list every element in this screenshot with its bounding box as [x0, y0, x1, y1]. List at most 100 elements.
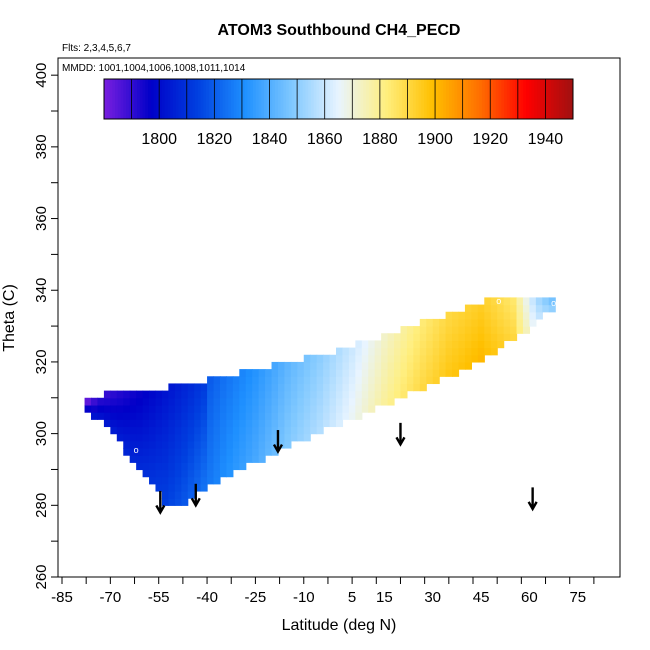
field-cell: [310, 419, 318, 428]
x-tick-label: -85: [51, 589, 73, 606]
field-cell: [149, 412, 157, 420]
colorbar-tick-label: 1840: [252, 131, 288, 148]
field-cell: [207, 476, 215, 485]
colorbar-swatch: [324, 79, 328, 119]
y-axis: 260 280 300 320 340 360 380 400: [33, 63, 58, 590]
colorbar-swatch: [429, 79, 433, 119]
field-cell: [452, 326, 460, 334]
field-cell: [464, 318, 472, 327]
field-cell: [149, 469, 157, 478]
field-cell: [245, 455, 253, 463]
field-cell: [439, 340, 447, 349]
field-cell: [194, 455, 202, 463]
field-cell: [187, 455, 195, 463]
field-cell: [168, 433, 176, 442]
field-cell: [168, 447, 176, 456]
field-cell: [497, 340, 505, 349]
field-cell: [155, 440, 163, 449]
field-cell: [213, 476, 221, 485]
field-cell: [245, 404, 253, 413]
field-cell: [252, 433, 260, 442]
field-cell: [252, 383, 260, 392]
field-cell: [232, 404, 240, 413]
colorbar-swatch: [239, 79, 243, 119]
field-cell: [297, 383, 305, 392]
field-cell: [194, 397, 202, 406]
field-cell: [239, 404, 247, 413]
field-cell: [161, 469, 169, 478]
field-cell: [297, 404, 305, 413]
field-cell: [342, 347, 350, 356]
field-cell: [271, 376, 279, 385]
field-cell: [368, 397, 376, 406]
field-cell: [510, 318, 518, 327]
field-cell: [426, 318, 434, 327]
field-cell: [323, 376, 331, 385]
field-cell: [129, 412, 137, 420]
field-cell: [471, 347, 479, 356]
colorbar-swatch: [302, 79, 306, 119]
field-cell: [348, 376, 356, 385]
colorbar-swatch: [275, 79, 279, 119]
down-arrow: [272, 430, 284, 454]
field-cell: [271, 404, 279, 413]
field-cell: [97, 404, 105, 413]
field-cell: [503, 297, 511, 306]
field-cell: [348, 369, 356, 377]
field-cell: [265, 383, 273, 392]
colorbar-swatch: [451, 79, 455, 119]
field-cell: [464, 354, 472, 363]
colorbar-swatch: [396, 79, 400, 119]
field-cell: [181, 490, 189, 499]
field-cell: [374, 376, 382, 385]
field-cell: [477, 340, 485, 349]
field-cell: [116, 397, 124, 406]
field-cell: [194, 412, 202, 420]
field-cell: [503, 326, 511, 334]
field-cell: [477, 318, 485, 327]
field-cell: [232, 426, 240, 435]
colorbar-tick-label: 1900: [417, 131, 453, 148]
field-cell: [232, 412, 240, 420]
colorbar-swatch: [181, 79, 185, 119]
field-cell: [329, 383, 337, 392]
colorbar-swatch: [233, 79, 237, 119]
field-cell: [297, 412, 305, 420]
field-cell: [426, 369, 434, 377]
field-cell: [277, 404, 286, 413]
colorbar-swatch: [382, 79, 386, 119]
field-cell: [136, 440, 144, 449]
field-cell: [361, 383, 369, 392]
field-cell: [419, 333, 427, 342]
x-tick-label: -25: [245, 589, 267, 606]
field-cell: [400, 361, 408, 370]
down-arrow-head: [527, 501, 538, 512]
field-cell: [181, 447, 189, 456]
colorbar-swatch: [366, 79, 370, 119]
colorbar-swatch: [520, 79, 524, 119]
field-cell: [187, 412, 195, 420]
field-cell: [123, 419, 131, 428]
field-cell: [458, 318, 466, 327]
colorbar-tick-label: 1860: [307, 131, 343, 148]
field-cell: [445, 340, 453, 349]
colorbar-swatch: [539, 79, 544, 119]
field-cell: [290, 397, 298, 406]
down-arrow-head: [155, 504, 166, 515]
field-cell: [149, 447, 157, 456]
colorbar-swatch: [528, 79, 533, 119]
colorbar-swatch: [142, 79, 146, 119]
field-cell: [245, 390, 253, 399]
field-cell: [336, 419, 344, 428]
field-cell: [374, 347, 382, 356]
field-cell: [110, 404, 118, 413]
colorbar-swatch: [310, 79, 315, 119]
field-cell: [355, 390, 363, 399]
field-cell: [226, 397, 234, 406]
field-cell: [516, 326, 524, 334]
field-cell: [123, 433, 131, 442]
field-cell: [97, 397, 105, 406]
field-cell: [207, 390, 215, 399]
field-cell: [432, 347, 440, 356]
field-cell: [368, 390, 376, 399]
